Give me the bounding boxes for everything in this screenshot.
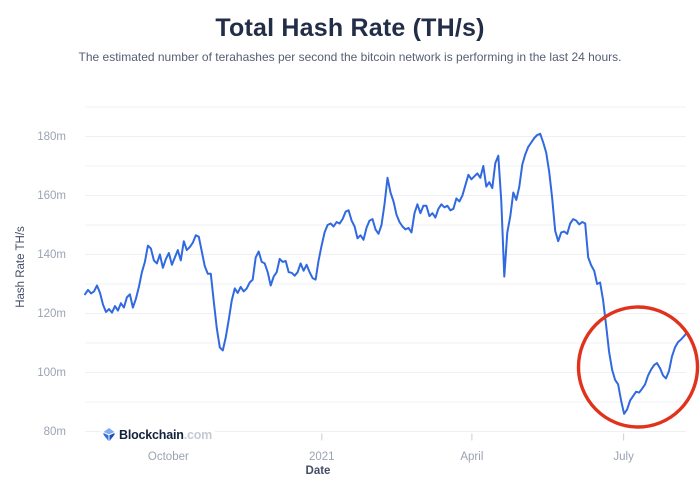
red-circle-annotation — [576, 305, 700, 429]
x-axis-title: Date — [305, 465, 331, 477]
y-axis-title: Hash Rate TH/s — [15, 226, 27, 308]
watermark-brand-text: Blockchain — [119, 427, 184, 442]
y-tick-label: 100m — [37, 366, 66, 379]
x-tick-label: October — [147, 450, 189, 463]
blockchain-watermark-link[interactable]: Blockchain .com — [101, 427, 216, 442]
x-axis-tick-marks — [321, 433, 625, 441]
x-tick-label: 2021 — [309, 450, 335, 463]
page-title: Total Hash Rate (TH/s) — [215, 14, 485, 42]
y-tick-label: 120m — [37, 307, 66, 320]
chart-canvas[interactable] — [0, 80, 700, 490]
y-tick-label: 140m — [37, 248, 66, 261]
y-tick-label: 80m — [43, 425, 66, 438]
y-tick-label: 180m — [37, 130, 66, 143]
y-tick-label: 160m — [37, 189, 66, 202]
gridlines — [85, 106, 686, 432]
page-subtitle: The estimated number of terahashes per s… — [78, 50, 622, 64]
x-tick-label: July — [613, 450, 634, 463]
hash-rate-series-line — [84, 132, 688, 415]
blockchain-logo-icon — [103, 428, 115, 441]
hash-rate-line-chart[interactable]: 80m 100m 120m 140m 160m 180m October 2021 April… — [0, 80, 700, 490]
watermark-suffix-text: .com — [183, 427, 213, 442]
x-tick-label: April — [460, 450, 484, 463]
chart-header: Total Hash Rate (TH/s) The estimated num… — [0, 0, 700, 64]
